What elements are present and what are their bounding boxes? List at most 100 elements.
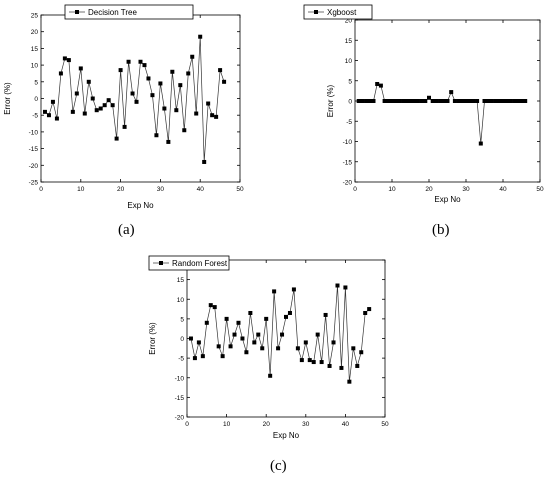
legend-marker xyxy=(314,10,318,14)
y-tick-label: 0 xyxy=(348,99,352,106)
data-point xyxy=(460,99,465,103)
data-point xyxy=(434,99,439,103)
legend-box xyxy=(148,255,230,271)
x-tick-label: 20 xyxy=(117,186,125,193)
x-axis-label: Exp No xyxy=(127,201,154,210)
data-point xyxy=(178,83,183,88)
y-tick-label: 10 xyxy=(345,58,353,65)
data-point xyxy=(206,101,211,106)
x-tick-label: 10 xyxy=(388,186,396,193)
y-tick-label: 0 xyxy=(180,336,184,343)
panel-label-c: (c) xyxy=(270,458,287,474)
x-tick-label: 0 xyxy=(39,186,43,193)
data-point xyxy=(86,79,91,84)
data-point xyxy=(186,71,191,76)
x-tick-label: 10 xyxy=(223,421,231,428)
data-point xyxy=(360,99,365,103)
data-point xyxy=(78,66,83,71)
y-tick-label: -15 xyxy=(29,146,39,153)
legend-label: Xgboost xyxy=(327,8,357,17)
data-point xyxy=(150,93,155,98)
data-point xyxy=(220,354,225,359)
data-point xyxy=(438,99,443,103)
data-point xyxy=(70,109,75,114)
y-tick-label: -20 xyxy=(175,415,185,422)
data-point xyxy=(427,95,431,100)
data-point xyxy=(475,99,480,103)
data-point xyxy=(106,98,111,103)
data-point xyxy=(162,106,167,111)
data-point xyxy=(408,99,413,103)
legend: Decision Tree xyxy=(64,4,194,20)
data-point xyxy=(371,99,376,103)
data-point xyxy=(134,99,139,104)
data-point xyxy=(295,346,300,351)
data-point xyxy=(356,99,361,103)
data-point xyxy=(415,99,420,103)
y-tick-label: -10 xyxy=(343,139,353,146)
legend-label: Random Forest xyxy=(172,259,228,268)
data-point xyxy=(445,99,450,103)
data-point xyxy=(248,310,253,315)
y-tick-label: 10 xyxy=(177,297,185,304)
data-point xyxy=(46,113,51,118)
data-point xyxy=(486,99,491,103)
y-tick-label: -15 xyxy=(175,395,185,402)
data-point xyxy=(367,307,372,312)
data-point xyxy=(449,90,454,95)
data-point xyxy=(311,360,316,365)
data-point xyxy=(452,99,457,103)
x-tick-label: 50 xyxy=(381,421,389,428)
data-point xyxy=(224,316,229,321)
data-point xyxy=(138,59,143,64)
data-point xyxy=(367,99,372,103)
y-tick-label: -5 xyxy=(178,356,184,363)
data-point xyxy=(343,285,348,290)
data-point xyxy=(200,354,205,359)
x-tick-label: 40 xyxy=(197,186,205,193)
data-point xyxy=(228,344,233,349)
data-point xyxy=(130,91,135,96)
data-point xyxy=(382,99,387,103)
legend-box xyxy=(303,4,373,20)
data-point xyxy=(62,56,67,61)
data-point xyxy=(423,99,428,103)
y-axis-label: Error (%) xyxy=(148,322,157,355)
data-point xyxy=(74,91,79,96)
legend: Random Forest xyxy=(148,255,230,271)
data-point xyxy=(212,305,217,310)
data-point xyxy=(303,340,308,345)
data-point xyxy=(182,128,187,133)
data-point xyxy=(42,109,47,114)
data-point xyxy=(482,99,487,103)
x-tick-label: 40 xyxy=(499,186,507,193)
data-point xyxy=(174,108,179,113)
data-point xyxy=(519,99,524,103)
data-point xyxy=(98,106,103,111)
data-point xyxy=(323,312,328,317)
plot-frame xyxy=(186,259,386,418)
data-point xyxy=(351,346,356,351)
legend-label: Decision Tree xyxy=(88,8,137,17)
data-point xyxy=(284,314,288,319)
legend-box xyxy=(64,4,194,20)
y-tick-label: -25 xyxy=(29,180,39,187)
y-tick-label: 20 xyxy=(31,29,39,36)
legend-marker xyxy=(75,10,79,14)
data-point xyxy=(260,346,265,351)
data-point xyxy=(419,99,424,103)
data-point xyxy=(335,283,340,288)
data-point xyxy=(523,99,528,103)
data-point xyxy=(54,116,59,121)
x-axis-label: Exp No xyxy=(434,195,461,204)
panel-label-a: (a) xyxy=(118,222,135,238)
data-point xyxy=(146,76,151,81)
data-point xyxy=(397,99,402,103)
y-tick-label: -20 xyxy=(343,180,353,187)
series-line xyxy=(190,285,370,382)
data-point xyxy=(58,71,63,76)
data-point xyxy=(508,99,513,103)
data-point xyxy=(501,99,505,103)
data-point xyxy=(142,63,147,68)
data-point xyxy=(504,99,509,103)
